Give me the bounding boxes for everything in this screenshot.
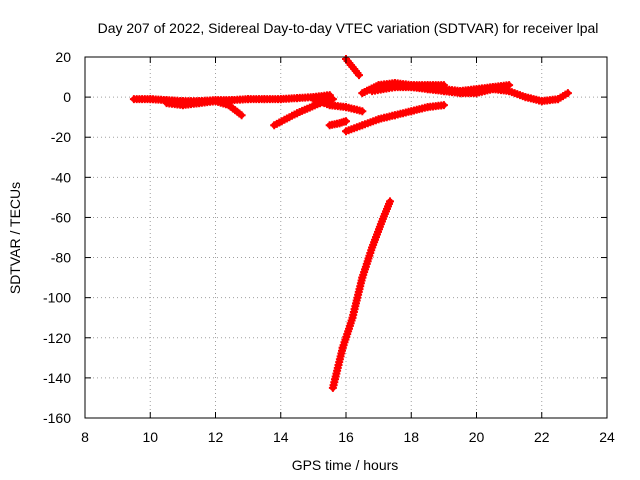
series-arc-6 xyxy=(325,117,350,130)
y-tick-label: -120 xyxy=(43,330,71,346)
y-axis-label: SDTVAR / TECUs xyxy=(7,182,23,294)
data-point-marker xyxy=(563,89,572,98)
axis-ticks: 8 10 12 14 16 18 20 22 24 20 0 -20 -40 -60 -80 -100 -120… xyxy=(43,49,615,445)
data-point-marker xyxy=(342,117,350,126)
series-arc-5 xyxy=(309,95,367,116)
data-point-marker xyxy=(355,71,363,80)
y-tick-label: -100 xyxy=(43,290,71,306)
x-axis-label: GPS time / hours xyxy=(292,457,399,473)
y-tick-label: -20 xyxy=(51,129,71,145)
x-tick-label: 22 xyxy=(534,429,550,445)
chart-title: Day 207 of 2022, Sidereal Day-to-day VTE… xyxy=(98,20,599,36)
y-tick-label: 20 xyxy=(55,49,71,65)
y-tick-label: -160 xyxy=(43,410,71,426)
x-tick-label: 14 xyxy=(273,429,289,445)
data-point-marker xyxy=(358,107,367,116)
data-point-marker xyxy=(386,197,394,206)
x-tick-label: 12 xyxy=(208,429,224,445)
x-tick-label: 24 xyxy=(599,429,615,445)
y-tick-label: 0 xyxy=(63,89,71,105)
x-tick-label: 18 xyxy=(403,429,419,445)
series-arc-8 xyxy=(342,101,448,136)
data-point-marker xyxy=(439,101,448,110)
y-tick-label: -80 xyxy=(51,250,71,266)
series-arc-12 xyxy=(328,197,394,392)
x-tick-label: 20 xyxy=(469,429,485,445)
series-arc-1 xyxy=(129,91,334,106)
x-tick-label: 16 xyxy=(338,429,354,445)
y-tick-label: -140 xyxy=(43,370,71,386)
x-tick-label: 10 xyxy=(142,429,158,445)
series-arc-3 xyxy=(211,97,246,120)
series-arc-11 xyxy=(423,85,572,106)
y-tick-label: -40 xyxy=(51,169,71,185)
y-tick-label: -60 xyxy=(51,209,71,225)
series-arc-7 xyxy=(342,55,363,80)
data-point-marker xyxy=(237,111,246,120)
x-tick-label: 8 xyxy=(81,429,89,445)
grid-lines xyxy=(85,57,607,418)
data-traces xyxy=(129,55,572,392)
